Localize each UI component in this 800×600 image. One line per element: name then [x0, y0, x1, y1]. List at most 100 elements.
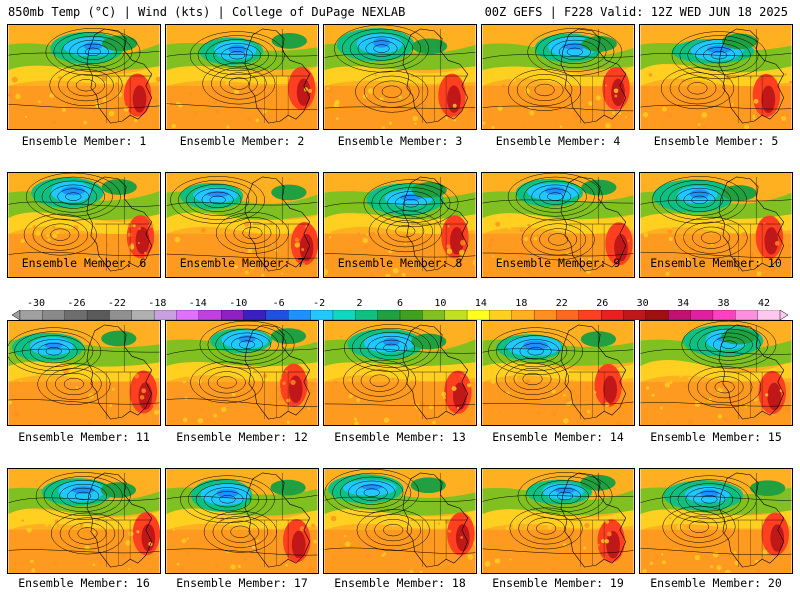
field-speckle: [473, 541, 476, 546]
field-speckle: [642, 111, 649, 118]
height-contour: [482, 252, 634, 257]
field-speckle: [564, 397, 570, 403]
field-speckle: [26, 527, 32, 533]
ensemble-member-label: Ensemble Member: 9: [495, 256, 621, 270]
field-speckle: [128, 531, 134, 537]
field-speckle: [689, 244, 696, 251]
field-speckle: [655, 554, 660, 559]
field-speckle: [299, 526, 305, 532]
field-speckle: [507, 225, 512, 230]
ensemble-member-label: Ensemble Member: 7: [179, 256, 305, 270]
field-speckle: [282, 381, 286, 385]
field-speckle: [391, 526, 394, 529]
state-lines: [422, 224, 447, 272]
field-speckle: [109, 404, 113, 408]
field-speckle: [517, 254, 522, 259]
field-speckle: [398, 95, 402, 99]
field-speckle: [334, 99, 340, 105]
field-speckle: [432, 420, 436, 425]
heat-dome-core: [761, 85, 776, 114]
field-speckle: [605, 520, 610, 524]
colorbar-swatch: [444, 310, 468, 320]
field-speckle: [505, 526, 510, 531]
height-contour: [533, 480, 597, 512]
ensemble-member-map-8: [323, 172, 477, 278]
field-speckle: [405, 371, 411, 378]
height-contour: [14, 331, 94, 372]
field-speckle: [667, 228, 673, 234]
field-speckle: [277, 375, 282, 380]
field-speckle: [576, 554, 582, 560]
field-speckle: [744, 404, 748, 408]
colorbar-tick-label: 18: [515, 298, 528, 309]
colorbar-swatch: [712, 310, 736, 320]
field-speckle: [101, 76, 107, 82]
field-speckle: [85, 257, 91, 262]
field-speckle: [725, 75, 731, 80]
field-speckle: [58, 75, 62, 80]
height-contour: [238, 340, 256, 349]
ensemble-member-label: Ensemble Member: 6: [21, 256, 147, 270]
colorbar-tick-label: -30: [26, 298, 46, 309]
height-contour: [68, 522, 107, 545]
height-contour: [51, 480, 115, 512]
field-speckle: [571, 389, 576, 394]
height-contour: [508, 69, 582, 111]
field-speckle: [141, 388, 147, 394]
height-contour: [669, 72, 726, 105]
height-contour: [509, 507, 583, 550]
ensemble-member-map-10: [639, 172, 793, 278]
field-speckle: [445, 117, 449, 120]
field-speckle: [13, 410, 20, 416]
ensemble-member-label: Ensemble Member: 12: [176, 430, 308, 444]
field-speckle: [414, 122, 417, 125]
height-contour: [29, 339, 78, 364]
height-contour: [170, 176, 265, 224]
height-contour: [199, 366, 255, 399]
height-contour: [67, 74, 105, 97]
height-contour: [324, 403, 476, 407]
heat-dome-core: [603, 375, 618, 404]
height-contour: [691, 195, 708, 205]
field-speckle: [186, 537, 189, 540]
field-speckle: [733, 551, 737, 555]
colorbar-swatch: [489, 310, 513, 320]
colorbar-swatch: [109, 310, 133, 320]
field-speckle: [702, 531, 708, 537]
height-contour: [511, 339, 560, 364]
field-speckle: [719, 384, 722, 387]
heat-dome-core: [288, 375, 303, 403]
field-speckle: [137, 241, 140, 245]
field-speckle: [262, 109, 267, 114]
field-speckle: [68, 398, 75, 405]
height-contour: [332, 472, 412, 513]
field-speckle: [56, 231, 60, 235]
field-speckle: [189, 92, 193, 95]
colorbar-swatch: [131, 310, 155, 320]
field-speckle: [668, 237, 673, 242]
field-speckle: [419, 394, 422, 397]
field-speckle: [526, 259, 532, 266]
height-contour: [363, 488, 380, 497]
temperature-map: [323, 320, 477, 426]
height-contour: [58, 69, 114, 102]
height-contour: [395, 225, 416, 238]
temperature-map: [323, 172, 477, 278]
colorbar-swatch: [332, 310, 356, 320]
height-contour: [53, 32, 133, 72]
colorbar-tick-labels: -30 -26 -22 -18 -14 -10 -6 -2 2 6 10 14 18 22 26 30 34 38…: [12, 298, 788, 310]
height-contour: [343, 359, 417, 402]
field-speckle: [138, 227, 141, 230]
height-contour: [46, 368, 102, 400]
temp-field-band-yellow: [324, 359, 476, 382]
field-speckle: [56, 541, 59, 544]
height-contour: [692, 226, 730, 249]
field-speckle: [349, 544, 354, 550]
field-speckle: [445, 244, 451, 249]
height-contour: [166, 548, 318, 556]
height-contour: [386, 220, 425, 243]
ensemble-member-map-16: [7, 468, 161, 574]
height-contour: [667, 183, 732, 216]
field-speckle: [84, 545, 90, 551]
field-speckle: [648, 73, 653, 77]
